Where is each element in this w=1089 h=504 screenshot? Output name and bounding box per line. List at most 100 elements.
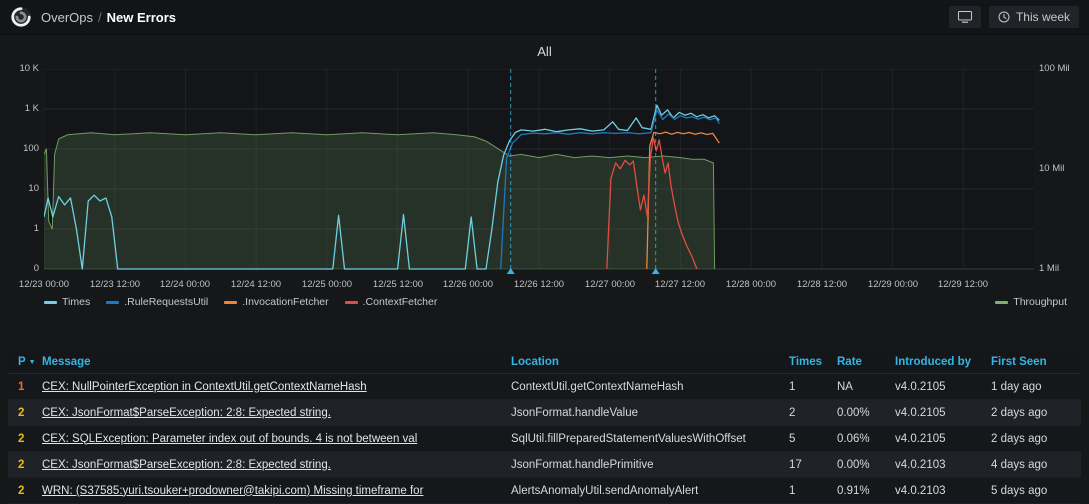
chart-panel: All Times .RuleRequestsUtil .InvocationFet… [8,43,1081,311]
x-axis-tick: 12/27 12:00 [654,279,706,290]
table-row[interactable]: 2 WRN: (S37585:yuri.tsouker+prodowner@tak… [8,478,1081,504]
location-cell: AlertsAnomalyUtil.sendAnomalyAlert [511,484,699,497]
priority-cell: 2 [18,432,25,445]
top-nav-bar: OverOps / New Errors This week [0,0,1089,35]
first-seen-cell: 5 days ago [991,484,1048,497]
table-header-row: P ▼ Message Location Times Rate Introduce… [8,351,1081,374]
error-message-link[interactable]: CEX: SQLException: Parameter index out o… [42,432,418,445]
header-location[interactable]: Location [511,356,559,368]
panel-title[interactable]: All [537,44,552,59]
error-message-link[interactable]: WRN: (S37585:yuri.tsouker+prodowner@taki… [42,484,424,497]
page-title[interactable]: New Errors [106,9,177,25]
legend-label: Times [62,296,91,308]
y-axis-tick-right: 100 Mil [1039,63,1070,74]
first-seen-cell: 1 day ago [991,380,1042,393]
y-axis-tick-left: 10 K [19,63,39,74]
x-axis-tick: 12/25 12:00 [372,279,424,290]
legend-item[interactable]: .ContextFetcher [344,296,438,308]
header-rate[interactable]: Rate [837,356,862,368]
introduced-by-cell: v4.0.2103 [895,484,946,497]
x-axis-tick: 12/26 12:00 [513,279,565,290]
y-axis-tick-left: 10 [28,183,39,194]
first-seen-cell: 2 days ago [991,406,1048,419]
location-cell: SqlUtil.fillPreparedStatementValuesWithO… [511,432,746,445]
header-priority[interactable]: P ▼ [18,356,36,368]
x-axis-tick: 12/27 00:00 [584,279,636,290]
legend-swatch-icon [344,300,358,304]
header-first-seen[interactable]: First Seen [991,356,1047,368]
x-axis-tick: 12/25 00:00 [301,279,353,290]
breadcrumb: OverOps / New Errors [41,10,176,25]
legend-swatch-icon [106,300,120,304]
location-cell: ContextUtil.getContextNameHash [511,380,684,393]
times-cell: 1 [789,380,796,393]
priority-cell: 1 [18,380,25,393]
introduced-by-cell: v4.0.2105 [895,432,946,445]
legend-item[interactable]: Times [44,296,90,308]
legend-swatch-icon [44,300,57,304]
x-axis-tick: 12/29 12:00 [937,279,989,290]
introduced-by-cell: v4.0.2105 [895,380,946,393]
x-axis-tick: 12/28 00:00 [725,279,777,290]
location-cell: JsonFormat.handlePrimitive [511,458,654,471]
times-cell: 5 [789,432,796,445]
message-cell: CEX: NullPointerException in ContextUtil… [42,381,511,393]
y-axis-tick-left: 1 [33,223,39,234]
y-axis-tick-right: 1 Mil [1039,263,1060,274]
header-message[interactable]: Message [42,356,91,368]
breadcrumb-brand[interactable]: OverOps [41,9,94,25]
location-cell: JsonFormat.handleValue [511,406,638,419]
x-axis-tick: 12/29 00:00 [867,279,919,290]
message-cell: CEX: JsonFormat$ParseException: 2:8: Exp… [42,407,511,419]
error-message-link[interactable]: CEX: JsonFormat$ParseException: 2:8: Exp… [42,406,331,419]
y-axis-tick-right: 10 Mil [1039,163,1065,174]
first-seen-cell: 2 days ago [991,432,1048,445]
table-row[interactable]: 2 CEX: JsonFormat$ParseException: 2:8: Ex… [8,400,1081,426]
legend-item[interactable]: .RuleRequestsUtil [106,296,208,308]
legend-swatch-icon [995,300,1009,304]
table-row[interactable]: 2 CEX: JsonFormat$ParseException: 2:8: Ex… [8,452,1081,478]
timeseries-plot[interactable] [43,68,1034,275]
priority-cell: 2 [18,484,25,497]
error-message-link[interactable]: CEX: JsonFormat$ParseException: 2:8: Exp… [42,458,331,471]
first-seen-cell: 4 days ago [991,458,1048,471]
header-introduced-by[interactable]: Introduced by [895,356,972,368]
legend-label: Throughput [1013,296,1067,308]
legend-item[interactable]: Throughput [995,296,1067,308]
table-row[interactable]: 1 CEX: NullPointerException in ContextUti… [8,374,1081,400]
breadcrumb-separator: / [98,9,102,25]
legend-item[interactable]: .InvocationFetcher [224,296,329,308]
time-range-label: This week [1015,10,1070,24]
y-axis-tick-left: 0 [33,263,39,274]
message-cell: CEX: JsonFormat$ParseException: 2:8: Exp… [42,459,511,471]
legend-label: .RuleRequestsUtil [124,296,209,308]
x-axis-tick: 12/24 12:00 [230,279,282,290]
times-cell: 17 [789,458,802,471]
legend-label: .ContextFetcher [362,296,438,308]
rate-cell: 0.06% [837,432,870,445]
priority-cell: 2 [18,406,25,419]
error-message-link[interactable]: CEX: NullPointerException in ContextUtil… [42,380,367,393]
time-range-picker[interactable]: This week [988,6,1079,28]
tv-mode-button[interactable] [948,6,981,28]
x-axis-tick: 12/23 12:00 [89,279,141,290]
header-times[interactable]: Times [789,356,823,368]
introduced-by-cell: v4.0.2105 [895,406,946,419]
y-axis-tick-left: 100 [23,143,39,154]
legend-label: .InvocationFetcher [242,296,329,308]
rate-cell: 0.00% [837,406,870,419]
x-axis-tick: 12/23 00:00 [18,279,70,290]
overops-logo[interactable] [10,6,32,28]
message-cell: CEX: SQLException: Parameter index out o… [42,433,511,445]
rate-cell: 0.91% [837,484,870,497]
rate-cell: 0.00% [837,458,870,471]
errors-table: P ▼ Message Location Times Rate Introduce… [8,351,1081,504]
introduced-by-cell: v4.0.2103 [895,458,946,471]
clock-icon [998,11,1010,23]
message-cell: WRN: (S37585:yuri.tsouker+prodowner@taki… [42,485,511,497]
x-axis-tick: 12/24 00:00 [159,279,211,290]
priority-cell: 2 [18,458,25,471]
legend-swatch-icon [224,300,238,304]
sort-caret-icon: ▼ [28,358,36,366]
table-row[interactable]: 2 CEX: SQLException: Parameter index out … [8,426,1081,452]
